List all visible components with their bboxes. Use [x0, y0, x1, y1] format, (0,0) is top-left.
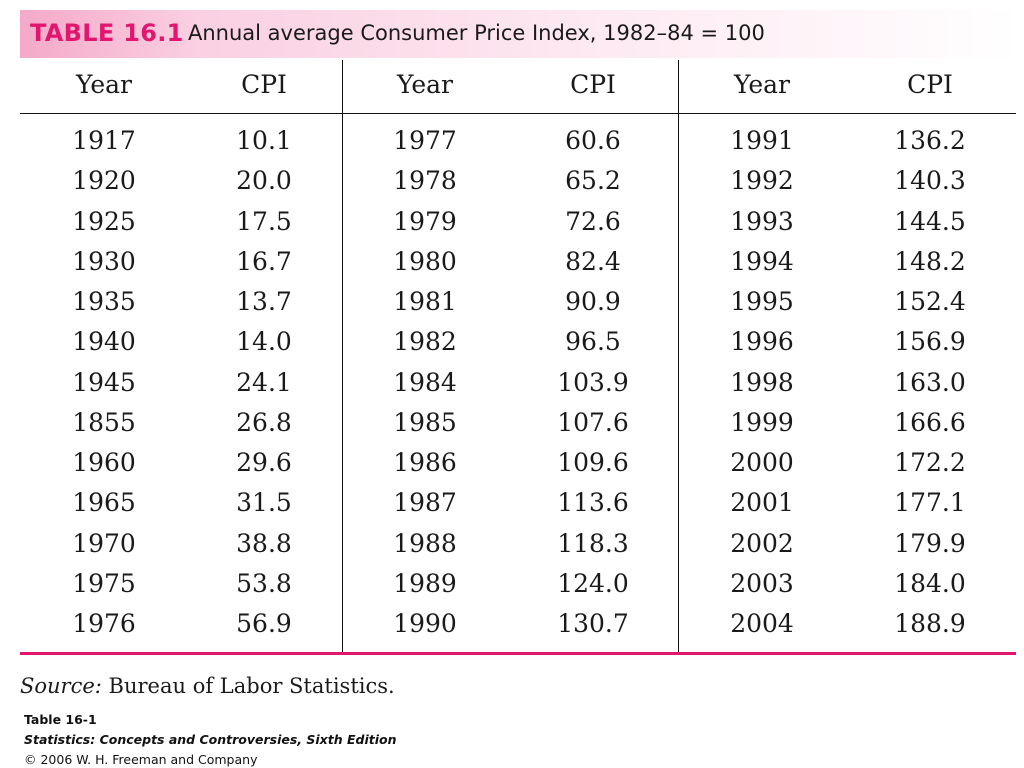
- cell-year: 1960: [72, 448, 136, 477]
- cell-cpi: 152.4: [894, 287, 966, 316]
- cell-cpi: 10.1: [236, 126, 292, 155]
- cell-cpi: 38.8: [236, 528, 292, 558]
- cell-year: 1990: [393, 609, 457, 638]
- cell-year: 1981: [393, 287, 457, 316]
- cell-cpi: 82.4: [565, 246, 621, 276]
- header-rule: [20, 113, 1016, 114]
- cell-cpi: 16.7: [236, 246, 292, 276]
- cell-cpi: 179.9: [894, 528, 966, 558]
- cell-cpi: 13.7: [236, 287, 292, 316]
- cell-year: 1994: [730, 246, 794, 276]
- cell-year: 2001: [730, 488, 794, 518]
- cell-cpi: 118.3: [557, 528, 629, 558]
- cell-year: 1980: [393, 246, 457, 276]
- cell-year: 1989: [393, 568, 457, 598]
- header-cpi-3: CPI: [907, 70, 953, 99]
- cell-cpi: 20.0: [236, 166, 292, 196]
- cell-year: 1975: [72, 568, 136, 598]
- header-year-1: Year: [76, 70, 132, 99]
- cell-year: 1999: [730, 407, 794, 437]
- table-title-band: TABLE 16.1 Annual average Consumer Price…: [20, 10, 1020, 58]
- cell-cpi: 72.6: [565, 206, 621, 236]
- cell-cpi: 140.3: [894, 166, 966, 196]
- cell-cpi: 156.9: [894, 327, 966, 357]
- cell-cpi: 56.9: [236, 609, 292, 638]
- column-divider-1: [342, 60, 343, 652]
- cell-year: 1995: [730, 287, 794, 316]
- cell-year: 1982: [393, 327, 457, 357]
- cell-year: 2002: [730, 528, 794, 558]
- cell-cpi: 17.5: [236, 206, 292, 236]
- cell-cpi: 113.6: [557, 488, 629, 518]
- cell-cpi: 29.6: [236, 448, 292, 477]
- cell-year: 1978: [393, 166, 457, 196]
- cell-year: 1970: [72, 528, 136, 558]
- cell-year: 1987: [393, 488, 457, 518]
- cell-cpi: 166.6: [894, 407, 966, 437]
- header-year-3: Year: [734, 70, 790, 99]
- cell-year: 2004: [730, 609, 794, 638]
- cell-year: 1917: [72, 126, 136, 155]
- cell-cpi: 65.2: [565, 166, 621, 196]
- cell-cpi: 60.6: [565, 126, 621, 155]
- cell-cpi: 109.6: [557, 448, 629, 477]
- table-number: TABLE 16.1: [30, 19, 184, 47]
- cell-cpi: 107.6: [557, 407, 629, 437]
- header-year-2: Year: [397, 70, 453, 99]
- cell-cpi: 172.2: [894, 448, 966, 477]
- cell-year: 1985: [393, 407, 457, 437]
- cell-year: 1925: [72, 206, 136, 236]
- cell-cpi: 136.2: [894, 126, 966, 155]
- cell-year: 1930: [72, 246, 136, 276]
- cell-cpi: 26.8: [236, 407, 292, 437]
- cell-year: 1991: [730, 126, 794, 155]
- cell-year: 1855: [72, 407, 136, 437]
- cell-year: 1984: [393, 367, 457, 397]
- cell-year: 1945: [72, 367, 136, 397]
- cell-year: 1935: [72, 287, 136, 316]
- cell-cpi: 31.5: [236, 488, 292, 518]
- cell-cpi: 184.0: [894, 568, 966, 598]
- cell-year: 2003: [730, 568, 794, 598]
- footer-book-title: Statistics: Concepts and Controversies, …: [24, 732, 397, 747]
- cell-year: 1977: [393, 126, 457, 155]
- cell-year: 1976: [72, 609, 136, 638]
- cell-year: 1965: [72, 488, 136, 518]
- table-bottom-rule: [20, 652, 1016, 655]
- cell-year: 2000: [730, 448, 794, 477]
- cell-year: 1992: [730, 166, 794, 196]
- cell-cpi: 144.5: [894, 206, 966, 236]
- cell-cpi: 188.9: [894, 609, 966, 638]
- source-text: Bureau of Labor Statistics.: [108, 674, 395, 698]
- footer-copyright: © 2006 W. H. Freeman and Company: [24, 752, 258, 767]
- cell-cpi: 163.0: [894, 367, 966, 397]
- cell-cpi: 96.5: [565, 327, 621, 357]
- cell-cpi: 148.2: [894, 246, 966, 276]
- cell-year: 1979: [393, 206, 457, 236]
- footer-table-id: Table 16-1: [24, 712, 97, 727]
- cell-cpi: 53.8: [236, 568, 292, 598]
- cell-year: 1920: [72, 166, 136, 196]
- table-caption: Annual average Consumer Price Index, 198…: [188, 21, 765, 45]
- cell-year: 1996: [730, 327, 794, 357]
- cell-cpi: 103.9: [557, 367, 629, 397]
- cell-cpi: 130.7: [557, 609, 629, 638]
- cell-year: 1998: [730, 367, 794, 397]
- header-cpi-2: CPI: [570, 70, 616, 99]
- cell-year: 1993: [730, 206, 794, 236]
- cell-year: 1986: [393, 448, 457, 477]
- cell-year: 1988: [393, 528, 457, 558]
- source-note: Source: Bureau of Labor Statistics.: [20, 674, 395, 698]
- source-label: Source:: [20, 674, 102, 698]
- cell-cpi: 177.1: [894, 488, 966, 518]
- column-divider-2: [678, 60, 679, 652]
- cell-cpi: 124.0: [557, 568, 629, 598]
- cell-cpi: 14.0: [236, 327, 292, 357]
- header-cpi-1: CPI: [241, 70, 287, 99]
- cell-year: 1940: [72, 327, 136, 357]
- cell-cpi: 24.1: [236, 367, 292, 397]
- cell-cpi: 90.9: [565, 287, 621, 316]
